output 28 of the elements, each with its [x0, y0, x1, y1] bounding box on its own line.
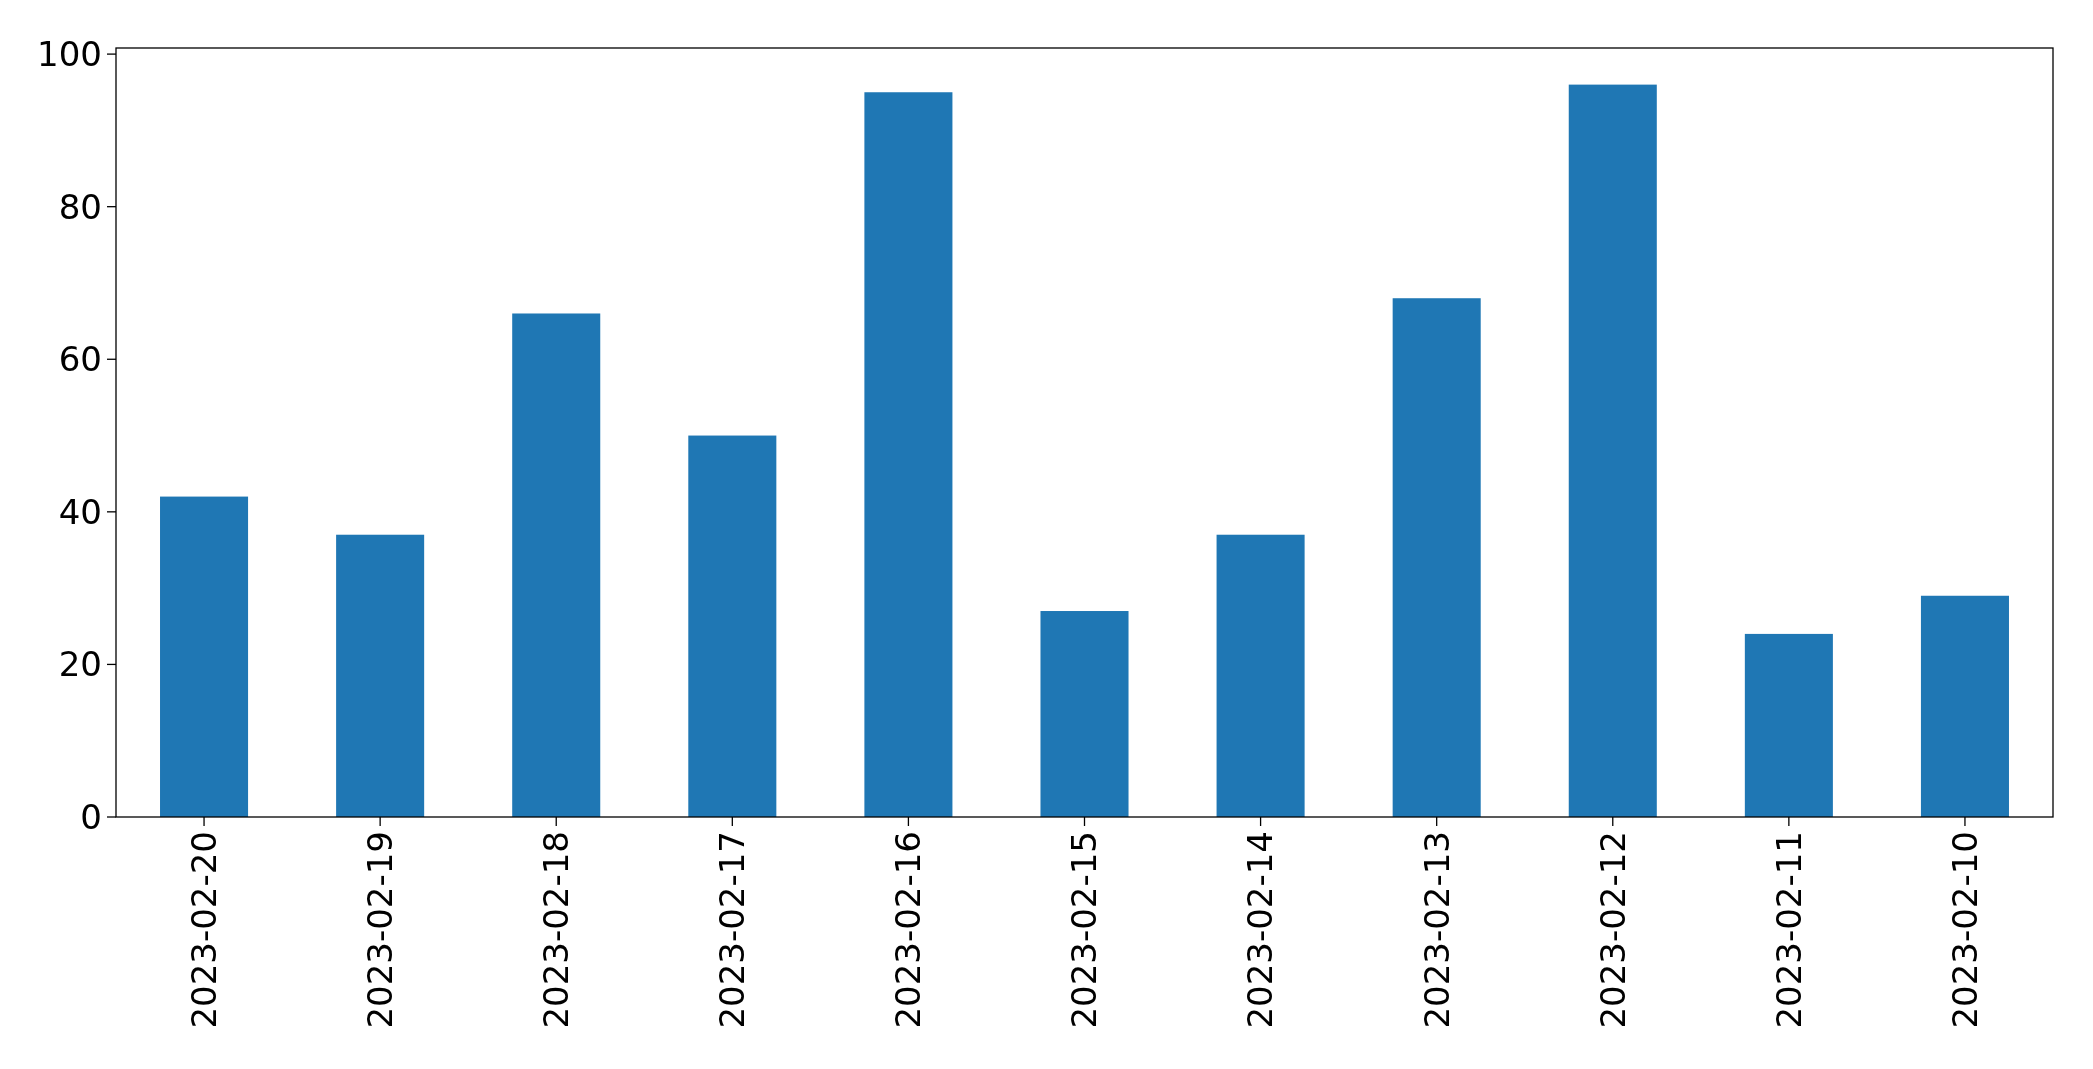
bar	[160, 496, 249, 817]
bar	[688, 435, 777, 817]
y-tick-label: 40	[58, 491, 102, 532]
x-tick-label: 2023-02-12	[1592, 831, 1633, 1029]
y-tick-label: 80	[58, 186, 102, 227]
bar	[512, 313, 601, 817]
x-tick-label: 2023-02-19	[360, 831, 401, 1029]
x-tick-label: 2023-02-11	[1768, 831, 1809, 1029]
x-tick-label: 2023-02-20	[183, 831, 224, 1029]
x-tick-label: 2023-02-14	[1240, 831, 1281, 1029]
bar	[1040, 611, 1129, 817]
x-tick-label: 2023-02-18	[536, 831, 577, 1029]
y-tick-label: 0	[80, 796, 102, 837]
x-tick-label: 2023-02-10	[1944, 831, 1985, 1029]
x-tick-label: 2023-02-13	[1416, 831, 1457, 1029]
y-tick-label: 100	[37, 34, 102, 74]
bar	[864, 92, 953, 817]
x-tick-label: 2023-02-15	[1064, 831, 1105, 1029]
bar	[1392, 298, 1481, 817]
y-tick-label: 60	[58, 339, 102, 380]
x-tick-label: 2023-02-17	[712, 831, 753, 1029]
bar	[1568, 84, 1657, 817]
bar	[1216, 534, 1305, 817]
bar	[1920, 595, 2009, 817]
y-tick-label: 20	[58, 644, 102, 685]
bar	[1744, 633, 1833, 817]
x-tick-label: 2023-02-16	[888, 831, 929, 1029]
bar	[336, 534, 425, 817]
